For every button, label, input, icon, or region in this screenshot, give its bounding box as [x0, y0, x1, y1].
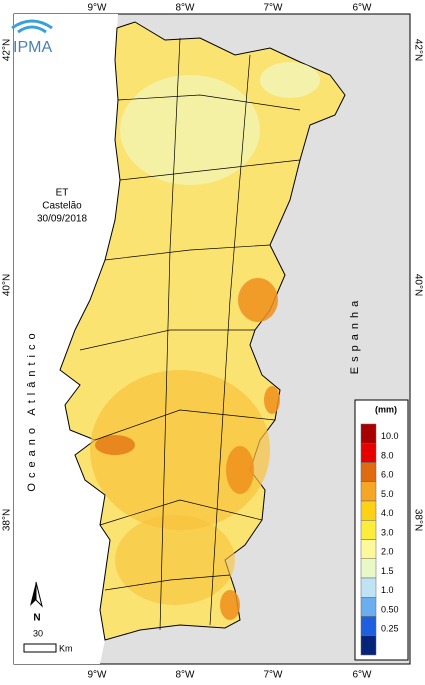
legend-label: 2.0 — [381, 547, 394, 557]
lat-label: 40°N — [2, 274, 13, 296]
legend-swatch — [360, 443, 377, 463]
scale-distance: 30 — [33, 628, 43, 638]
logo: IPMA — [11, 19, 53, 56]
legend-label: 4.0 — [381, 508, 394, 518]
legend-swatch — [360, 616, 377, 636]
legend-label: 8.0 — [381, 450, 394, 460]
legend-title: (mm) — [375, 404, 397, 414]
legend-label: 0.50 — [381, 604, 399, 614]
north-arrow — [30, 581, 43, 608]
lon-label: 8°W — [176, 670, 196, 681]
lon-label: 9°W — [88, 3, 108, 14]
high-et-area — [115, 515, 235, 605]
legend-swatch — [360, 423, 377, 444]
legend-label: 3.0 — [381, 527, 394, 537]
low-et-area — [120, 75, 260, 185]
legend-swatch — [360, 481, 377, 502]
legend-swatch — [360, 462, 377, 482]
logo-text: IPMA — [13, 39, 52, 56]
lon-label: 6°W — [353, 3, 373, 14]
peak-et-area — [220, 590, 240, 620]
legend-swatch — [360, 635, 377, 656]
caption-date: 30/09/2018 — [37, 214, 87, 225]
legend-label: 10.0 — [381, 431, 399, 441]
ocean-label: Oceano Atlântico — [26, 328, 38, 491]
legend-label: 0.25 — [381, 624, 399, 634]
lat-label: 42°N — [412, 39, 423, 61]
north-label: N — [33, 613, 40, 624]
lon-label: 7°W — [264, 3, 284, 14]
peak-et-area — [95, 435, 135, 455]
scale-unit: Km — [59, 643, 73, 653]
lon-label: 9°W — [88, 670, 108, 681]
peak-et-area — [226, 446, 254, 494]
legend-swatch — [360, 500, 377, 521]
lat-label: 38°N — [412, 509, 423, 531]
low-et-area — [260, 62, 320, 98]
lat-label: 42°N — [2, 39, 13, 61]
caption-station: Castelão — [42, 201, 82, 212]
scale-bar — [23, 643, 57, 653]
lon-label: 8°W — [176, 3, 196, 14]
legend-swatch — [360, 577, 377, 598]
lat-label: 40°N — [412, 274, 423, 296]
legend-label: 1.0 — [381, 585, 394, 595]
peak-et-area — [264, 386, 280, 414]
legend-label: 1.5 — [381, 566, 394, 576]
ocean — [14, 14, 120, 664]
legend: (mm) 10.0 8.0 6.0 5.0 4.0 3.0 2.0 1.5 1.0 0.50 0.2… — [354, 399, 409, 661]
district-borders — [79, 37, 301, 631]
legend-label: 5.0 — [381, 489, 394, 499]
legend-swatch — [360, 520, 377, 540]
caption-variable: ET — [56, 188, 69, 199]
legend-swatch — [360, 539, 377, 559]
lon-label: 7°W — [264, 670, 284, 681]
lon-label: 6°W — [353, 670, 373, 681]
peak-et-area — [238, 278, 278, 322]
legend-label: 6.0 — [381, 470, 394, 480]
high-et-area — [90, 370, 270, 530]
lat-label: 38°N — [2, 509, 13, 531]
country-label: Espanha — [349, 296, 361, 374]
legend-swatch — [360, 597, 377, 617]
legend-swatch — [360, 558, 377, 579]
